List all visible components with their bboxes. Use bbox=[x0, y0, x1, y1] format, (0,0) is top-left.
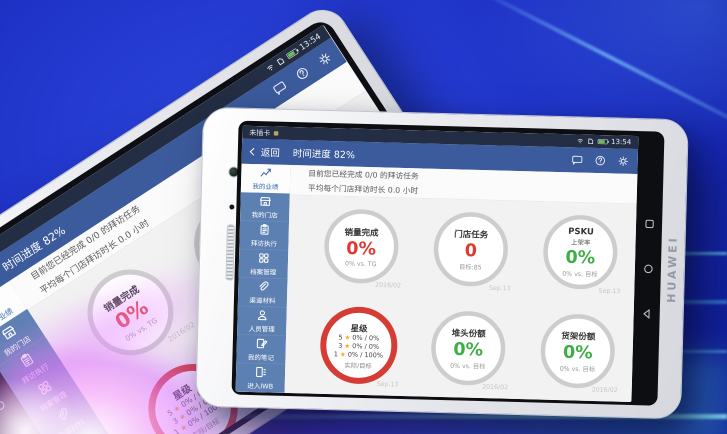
message-icon[interactable] bbox=[572, 154, 583, 165]
store-icon bbox=[259, 196, 271, 206]
settings-gear-icon[interactable] bbox=[618, 156, 629, 167]
metric-date: Sep.13 bbox=[488, 283, 511, 292]
metrics-grid: 销量完成 0% 0% vs. TG 2016/02 门店任务 bbox=[284, 194, 637, 403]
document-icon bbox=[255, 366, 266, 377]
wifi-icon bbox=[266, 65, 273, 71]
help-icon[interactable] bbox=[595, 155, 606, 166]
nav-home-icon[interactable] bbox=[0, 396, 8, 414]
sidebar-item-archives[interactable]: 档案管理 bbox=[238, 249, 289, 279]
screen-frame: 未插卡 13:54 bbox=[231, 120, 665, 406]
sidebar-item-personnel[interactable]: 人员管理 bbox=[237, 306, 287, 336]
metric-value: 0 bbox=[464, 240, 478, 261]
notebook-icon bbox=[256, 338, 268, 349]
sidebar: 我的业绩 我的门店 拜访执行 bbox=[235, 163, 291, 393]
settings-gear-icon[interactable] bbox=[316, 50, 334, 68]
nav-recent-icon[interactable] bbox=[642, 217, 655, 230]
time-progress-label: 时间进度 82% bbox=[292, 147, 356, 161]
metric-shelf-share[interactable]: 货架份额 0% 0% vs. 目标 2016/02 bbox=[522, 300, 634, 402]
star-icon: ★ bbox=[344, 333, 351, 342]
status-bar: 未插卡 13:54 bbox=[0, 24, 332, 288]
light-streak bbox=[465, 0, 727, 131]
android-nav-bar bbox=[631, 131, 664, 406]
action-bar: 返回 时间进度 82% bbox=[241, 138, 639, 175]
sim-status: 未插卡 bbox=[249, 128, 271, 138]
battery-icon bbox=[285, 48, 299, 60]
metric-value: 0% bbox=[453, 339, 484, 361]
status-bar: 未插卡 13:54 bbox=[242, 125, 639, 150]
star-row: 1 ★ 0% / 100% bbox=[333, 350, 384, 360]
sidebar-item-enter-iwb[interactable]: 进入IWB bbox=[235, 363, 286, 393]
trend-chart-icon bbox=[260, 168, 271, 177]
speaker-grille bbox=[225, 224, 235, 281]
metric-store-tasks[interactable]: 门店任务 0 目标:85 Sep.13 bbox=[415, 198, 527, 300]
sim-icon bbox=[273, 130, 279, 136]
metric-value: 0% bbox=[565, 246, 596, 268]
metric-psku[interactable]: PSKU 上架率 0% 0% vs. 目标 Sep.13 bbox=[524, 201, 636, 303]
storage-icon bbox=[588, 138, 593, 145]
paperclip-icon bbox=[259, 281, 269, 291]
tablet-front-screen: 未插卡 13:54 bbox=[235, 125, 639, 403]
back-chevron-icon[interactable] bbox=[249, 147, 258, 156]
metric-date: 2016/02 bbox=[482, 382, 509, 391]
metric-value: 0% bbox=[562, 342, 593, 363]
metric-date: Sep.13 bbox=[598, 286, 621, 295]
nav-home-icon[interactable] bbox=[641, 262, 654, 275]
person-icon bbox=[257, 310, 267, 320]
help-icon[interactable] bbox=[294, 65, 312, 83]
battery-icon bbox=[597, 139, 608, 145]
huawei-logo: HUAWEI bbox=[665, 235, 680, 303]
star-icon: ★ bbox=[344, 342, 351, 350]
storage-icon bbox=[276, 58, 285, 66]
clipboard-icon bbox=[260, 223, 269, 235]
action-bar: 返回 时间进度 82% bbox=[0, 37, 347, 313]
message-icon[interactable] bbox=[271, 79, 289, 97]
metric-date: 2016/02 bbox=[375, 280, 402, 289]
sidebar-item-visit-execution[interactable]: 拜访执行 bbox=[239, 220, 290, 251]
metric-sales-completion[interactable]: 销量完成 0% 0% vs. TG 2016/02 bbox=[305, 195, 417, 297]
clock: 13:54 bbox=[610, 137, 632, 147]
sidebar-item-channel-materials[interactable]: 渠道材料 bbox=[237, 277, 288, 308]
grid-icon bbox=[258, 253, 269, 263]
metric-value: 0% bbox=[346, 238, 377, 260]
metric-date: Sep.13 bbox=[376, 379, 399, 388]
sidebar-item-my-performance[interactable]: 我的业绩 bbox=[240, 163, 291, 194]
sidebar-item-my-stores[interactable]: 我的门店 bbox=[240, 192, 290, 222]
nav-back-icon[interactable] bbox=[640, 307, 653, 320]
light-sensor bbox=[229, 204, 235, 210]
back-button[interactable]: 返回 bbox=[260, 146, 280, 159]
wifi-icon bbox=[577, 139, 583, 144]
sidebar-item-my-notes[interactable]: 我的笔记 bbox=[236, 334, 287, 365]
metric-star-rating[interactable]: 星级 5 ★ 0% / 0% 3 ★ 0% / 0% bbox=[303, 294, 415, 396]
star-icon: ★ bbox=[339, 350, 346, 359]
app: 未插卡 13:54 bbox=[235, 125, 639, 403]
metric-display-share[interactable]: 堆头份额 0% 0% vs. 目标 2016/02 bbox=[412, 297, 524, 399]
tablet-front: 未插卡 13:54 bbox=[195, 106, 689, 420]
metric-date: 2016/02 bbox=[591, 385, 618, 394]
